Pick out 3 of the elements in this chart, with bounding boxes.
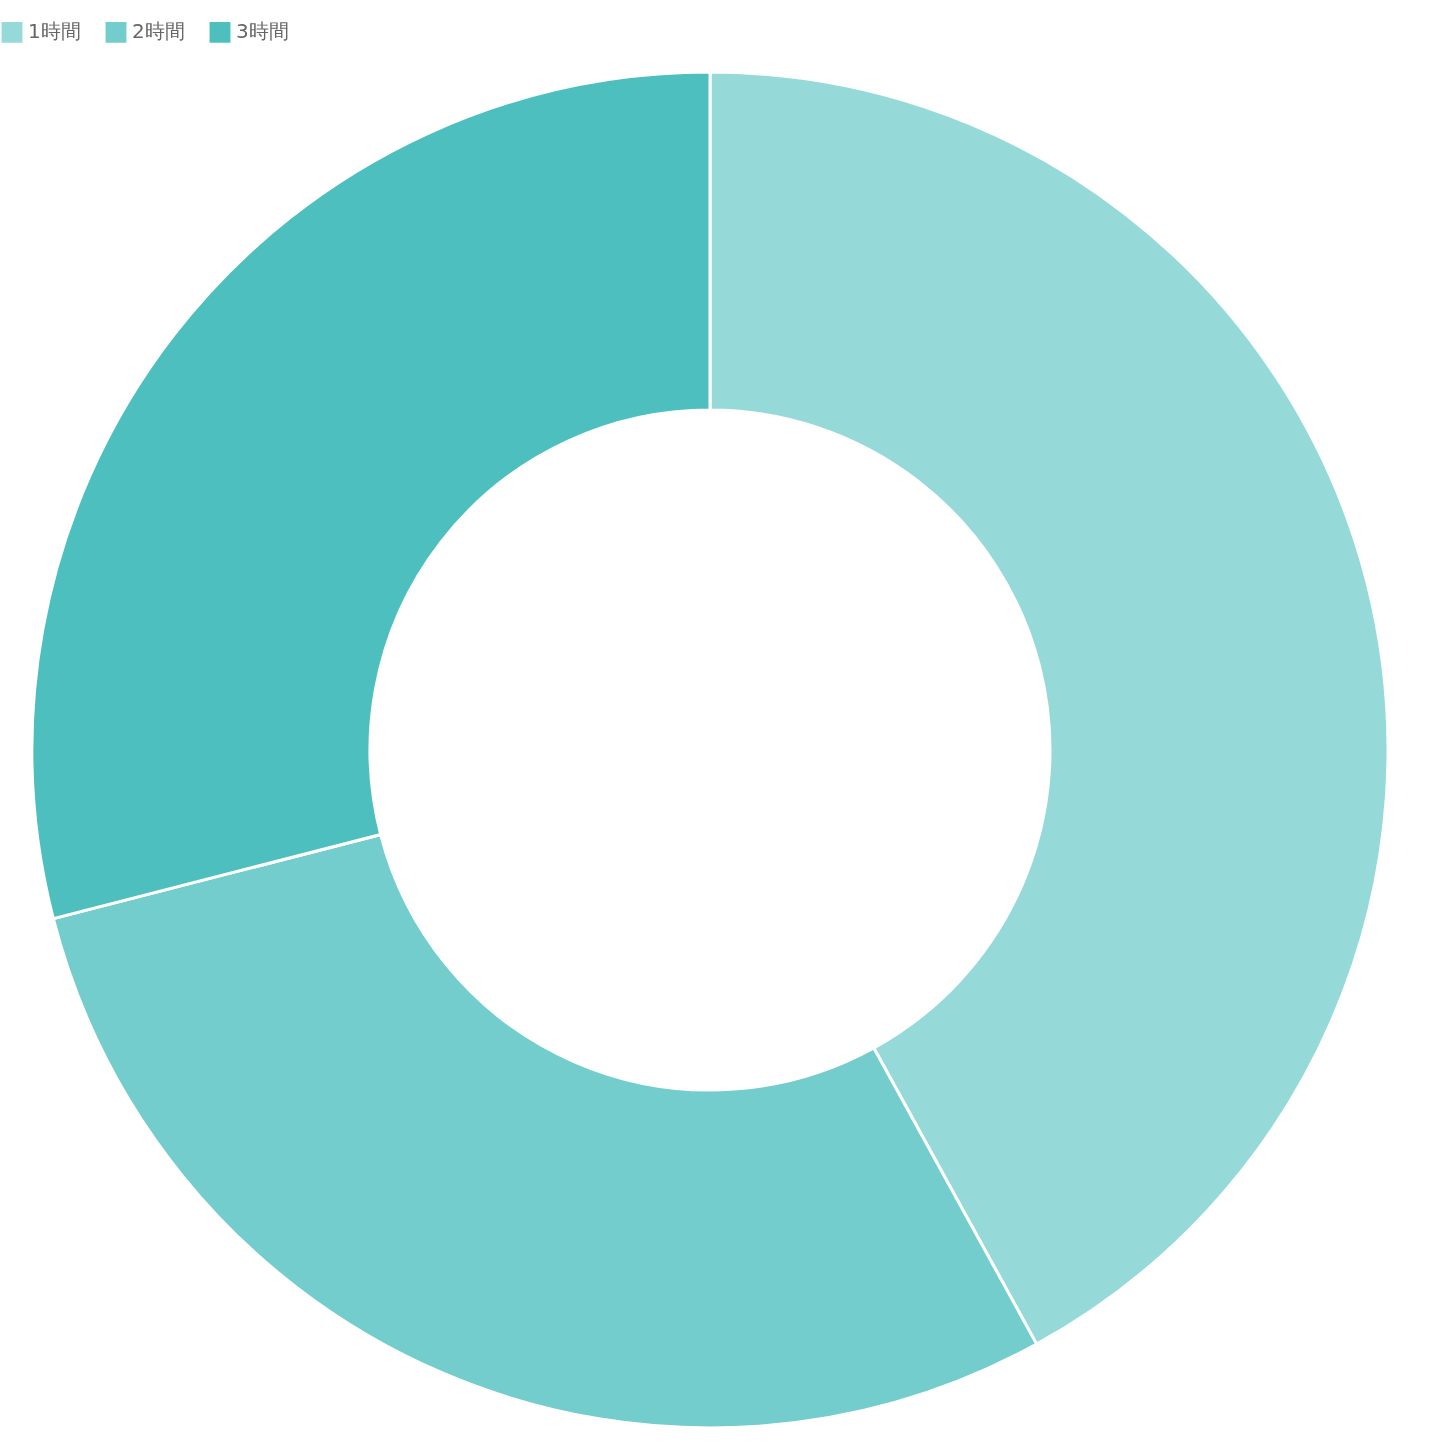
legend-label: 1時間 bbox=[28, 19, 81, 44]
legend-label: 3時間 bbox=[236, 19, 289, 44]
legend-label: 2時間 bbox=[132, 19, 185, 44]
